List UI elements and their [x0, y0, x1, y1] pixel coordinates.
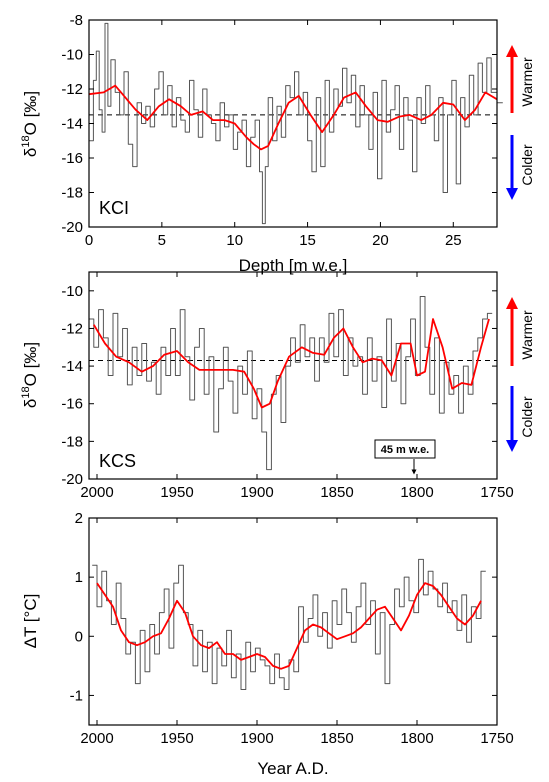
x-tick-label: 0	[85, 232, 93, 249]
annotation-label: 45 m w.e.	[381, 444, 430, 456]
plot-frame	[88, 271, 498, 480]
x-tick-label: 1900	[240, 730, 273, 747]
x-tick-label: 1750	[480, 730, 513, 747]
smoothed-series-line	[93, 318, 490, 409]
x-tick-label: 1750	[480, 484, 513, 501]
raw-series-line	[89, 22, 503, 225]
x-tick-label: 25	[445, 232, 462, 249]
y-tick-label: -10	[61, 283, 83, 300]
colder-label: Colder	[519, 144, 535, 186]
side-indicator-kci: Warmer Colder	[506, 45, 535, 200]
x-tick-label: 1850	[320, 484, 353, 501]
y-tick-label: -16	[61, 150, 83, 167]
y-tick-label: -1	[70, 687, 83, 704]
x-tick-label: 1800	[400, 730, 433, 747]
x-tick-label: 5	[158, 232, 166, 249]
panel-label: KCI	[99, 198, 129, 218]
y-tick-label: -14	[61, 116, 83, 133]
y-tick-label: -12	[61, 320, 83, 337]
y-tick-label: 1	[75, 569, 83, 586]
y-axis-title: δ18O [‰]	[20, 91, 40, 157]
x-axis-title: Depth [m w.e.]	[239, 256, 348, 275]
x-tick-label: 20	[372, 232, 389, 249]
y-axis-title: ΔT [°C]	[21, 594, 40, 649]
smoothed-series-line	[88, 84, 498, 151]
x-tick-label: 15	[299, 232, 316, 249]
y-tick-label: -18	[61, 185, 83, 202]
x-tick-label: 1850	[320, 730, 353, 747]
warmer-label: Warmer	[519, 310, 535, 360]
x-tick-label: 1800	[400, 484, 433, 501]
x-tick-label: 10	[226, 232, 243, 249]
side-indicator-kcs: Warmer Colder	[506, 297, 535, 452]
kcs-panel: 2000 1950 1900 1850 1800 1750 -20 -18 -16 -14 -12 -…	[20, 271, 514, 501]
y-tick-label: -8	[70, 12, 83, 29]
y-tick-label: -18	[61, 433, 83, 450]
depth-annotation: 45 m w.e.	[374, 439, 436, 475]
x-tick-label: 2000	[80, 484, 113, 501]
y-tick-label: 2	[75, 510, 83, 527]
raw-series-line	[92, 558, 486, 690]
y-tick-label: -20	[61, 219, 83, 236]
y-tick-label: -10	[61, 47, 83, 64]
colder-label: Colder	[519, 396, 535, 438]
smoothed-series-line	[96, 582, 482, 670]
kci-panel: 0 5 10 15 20 25 -20 -18 -16 -14 -12 -10 -8 KCI Depth…	[20, 12, 503, 275]
y-tick-label: -20	[61, 471, 83, 488]
y-tick-label: -12	[61, 81, 83, 98]
y-tick-label: -14	[61, 358, 83, 375]
x-tick-label: 1950	[160, 730, 193, 747]
x-tick-label: 2000	[80, 730, 113, 747]
raw-series-line	[89, 296, 493, 471]
y-tick-label: 0	[75, 628, 83, 645]
x-tick-label: 1950	[160, 484, 193, 501]
y-tick-label: -16	[61, 396, 83, 413]
annotation-box	[374, 439, 436, 459]
plot-frame	[88, 517, 498, 726]
warmer-label: Warmer	[519, 57, 535, 107]
panel-label: KCS	[99, 451, 136, 471]
x-tick-label: 1900	[240, 484, 273, 501]
x-axis-title: Year A.D.	[257, 759, 328, 778]
y-axis-title: δ18O [‰]	[20, 342, 40, 408]
